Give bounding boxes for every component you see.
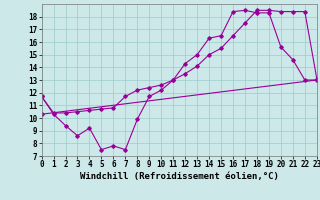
- X-axis label: Windchill (Refroidissement éolien,°C): Windchill (Refroidissement éolien,°C): [80, 172, 279, 181]
